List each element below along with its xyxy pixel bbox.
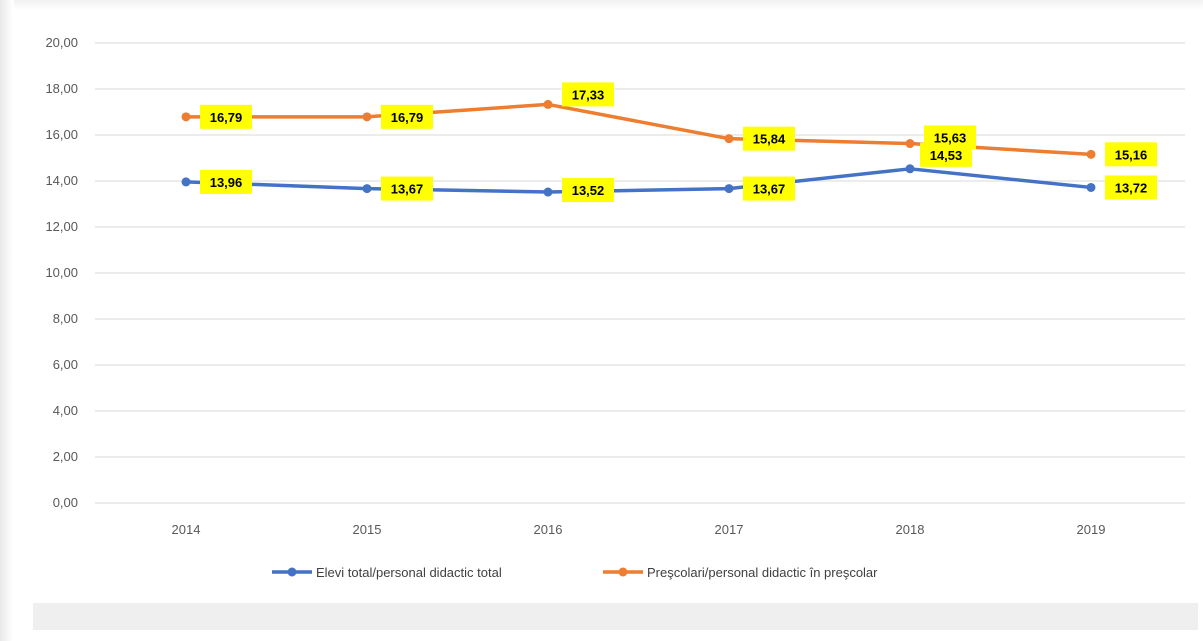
data-label: 16,79 xyxy=(200,104,252,129)
data-point xyxy=(905,164,915,174)
data-point xyxy=(724,184,734,194)
data-label-box xyxy=(1105,175,1157,200)
y-tick-label: 4,00 xyxy=(53,403,78,418)
data-label-box xyxy=(200,104,252,129)
data-label-box xyxy=(562,178,614,203)
data-label: 13,67 xyxy=(381,176,433,201)
data-labels: 13,96 13,67 13,52 13,67 14,53 13,72 16,79 16,79… xyxy=(200,82,1157,203)
y-tick-label: 10,00 xyxy=(45,265,78,280)
x-tick-label: 2015 xyxy=(353,522,382,537)
x-tick-label: 2019 xyxy=(1077,522,1106,537)
x-axis-ticks: 2014 2015 2016 2017 2018 2019 xyxy=(172,522,1106,537)
data-label-box xyxy=(743,126,795,151)
data-label: 13,72 xyxy=(1105,175,1157,200)
data-point xyxy=(1086,182,1096,192)
data-label-value: 13,67 xyxy=(391,182,424,197)
y-tick-label: 0,00 xyxy=(53,495,78,510)
data-label-value: 15,63 xyxy=(934,131,967,146)
data-point xyxy=(724,134,734,144)
x-tick-label: 2018 xyxy=(896,522,925,537)
legend-swatch-marker xyxy=(287,567,297,577)
data-label-value: 14,53 xyxy=(930,148,963,163)
data-label-box xyxy=(562,82,614,107)
data-label-value: 15,16 xyxy=(1115,147,1148,162)
series-line xyxy=(184,167,1093,194)
data-point xyxy=(543,99,553,109)
left-border xyxy=(0,0,14,641)
data-label-value: 13,52 xyxy=(572,183,605,198)
data-label: 17,33 xyxy=(562,82,614,107)
y-tick-label: 16,00 xyxy=(45,127,78,142)
data-label-value: 13,72 xyxy=(1115,180,1148,195)
data-label-value: 13,96 xyxy=(210,175,243,190)
data-label: 13,96 xyxy=(200,169,252,194)
data-point xyxy=(362,184,372,194)
data-label: 15,63 xyxy=(924,125,976,150)
x-tick-label: 2014 xyxy=(172,522,201,537)
data-label-box xyxy=(743,176,795,201)
y-tick-label: 20,00 xyxy=(45,35,78,50)
data-label-box xyxy=(1105,142,1157,167)
x-tick-label: 2016 xyxy=(534,522,563,537)
data-label-box xyxy=(924,125,976,150)
legend-swatch-marker xyxy=(618,567,628,577)
y-tick-label: 18,00 xyxy=(45,81,78,96)
data-label-box xyxy=(200,169,252,194)
data-point xyxy=(543,187,553,197)
data-label: 13,52 xyxy=(562,178,614,203)
data-label: 16,79 xyxy=(381,104,433,129)
data-point xyxy=(181,112,191,122)
legend-item: Elevi total/personal didactic total xyxy=(272,565,502,580)
data-label-box xyxy=(381,104,433,129)
legend-item: Preşcolari/personal didactic în preşcola… xyxy=(603,565,878,580)
legend-label: Preşcolari/personal didactic în preşcola… xyxy=(647,565,878,580)
y-tick-label: 8,00 xyxy=(53,311,78,326)
data-label-box xyxy=(381,176,433,201)
data-label-value: 13,67 xyxy=(753,182,786,197)
data-point xyxy=(1086,149,1096,159)
data-label: 15,84 xyxy=(743,126,795,151)
data-point xyxy=(362,112,372,122)
legend-label: Elevi total/personal didactic total xyxy=(316,565,502,580)
data-point xyxy=(905,139,915,149)
data-label-value: 16,79 xyxy=(391,110,424,125)
y-tick-label: 14,00 xyxy=(45,173,78,188)
legend: Elevi total/personal didactic total Preşc… xyxy=(272,565,878,580)
data-point xyxy=(181,177,191,187)
gridlines xyxy=(95,42,1185,504)
data-label-value: 16,79 xyxy=(210,110,243,125)
y-tick-label: 12,00 xyxy=(45,219,78,234)
series-1 xyxy=(181,164,1096,197)
top-border xyxy=(0,0,1203,10)
data-label: 15,16 xyxy=(1105,142,1157,167)
y-axis-ticks: 0,00 2,00 4,00 6,00 8,00 10,00 12,00 14,00 16,00… xyxy=(45,35,78,510)
y-tick-label: 2,00 xyxy=(53,449,78,464)
data-label: 13,67 xyxy=(743,176,795,201)
x-tick-label: 2017 xyxy=(715,522,744,537)
footer-band xyxy=(33,603,1198,630)
y-tick-label: 6,00 xyxy=(53,357,78,372)
data-label-value: 17,33 xyxy=(572,87,605,102)
data-label-value: 15,84 xyxy=(753,132,786,147)
